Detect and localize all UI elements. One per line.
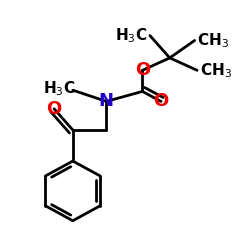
Text: H$_3$C: H$_3$C (115, 26, 148, 45)
Text: O: O (154, 92, 169, 110)
Text: H$_3$C: H$_3$C (43, 80, 75, 98)
Text: CH$_3$: CH$_3$ (197, 31, 229, 50)
Text: O: O (135, 61, 150, 79)
Text: O: O (46, 100, 62, 118)
Text: CH$_3$: CH$_3$ (200, 61, 232, 80)
Text: N: N (99, 92, 114, 110)
